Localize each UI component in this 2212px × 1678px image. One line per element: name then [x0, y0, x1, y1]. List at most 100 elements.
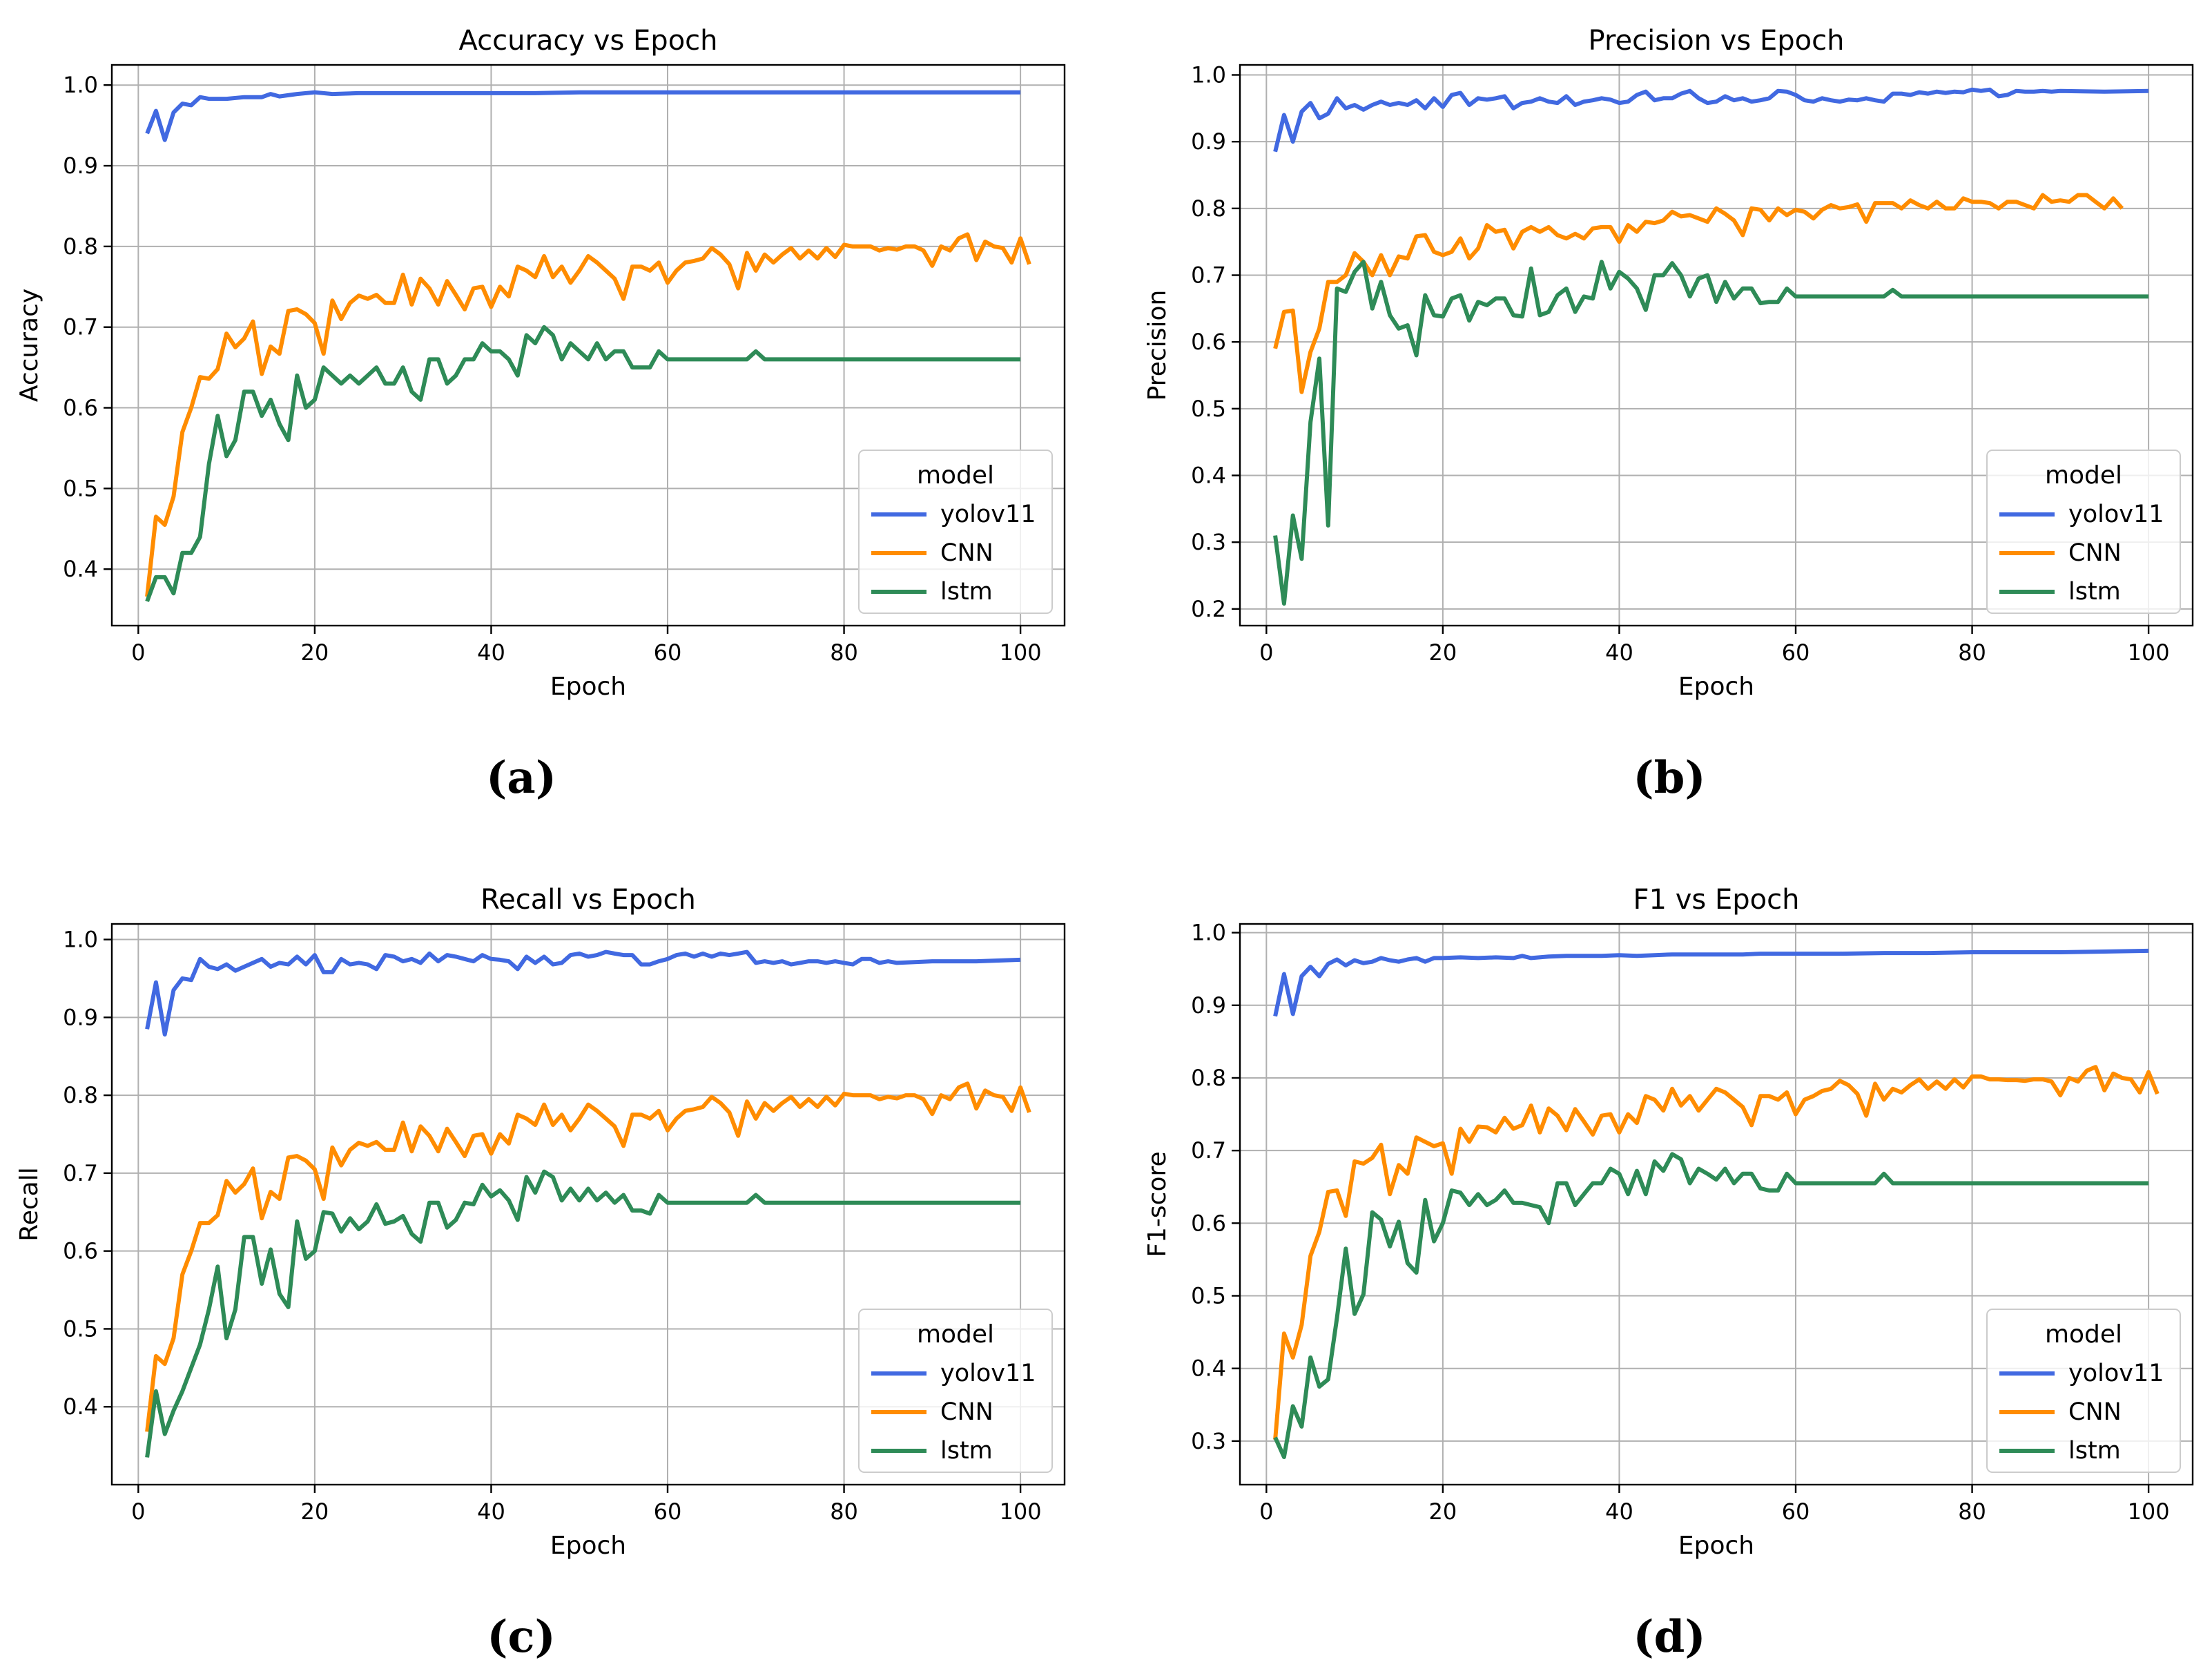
legend-label-cnn: CNN: [940, 539, 993, 567]
x-tick-label: 0: [1259, 1498, 1273, 1525]
x-tick-label: 80: [1958, 639, 1986, 666]
x-tick-label: 100: [2128, 1498, 2170, 1525]
x-tick-label: 60: [1782, 639, 1810, 666]
y-tick-label: 1.0: [63, 927, 98, 953]
x-tick-label: 100: [1000, 1498, 1042, 1525]
series-line-lstm: [1273, 1152, 2149, 1459]
y-tick-label: 1.0: [1191, 62, 1226, 88]
series-line-cnn: [1273, 193, 2124, 394]
legend-label-cnn: CNN: [2068, 539, 2122, 567]
x-tick-label: 0: [131, 639, 145, 666]
x-tick-label: 20: [1429, 639, 1457, 666]
y-axis-label: F1-score: [1143, 1151, 1172, 1257]
panel-caption: (b): [1633, 752, 1705, 804]
y-tick-label: 1.0: [1191, 920, 1226, 946]
x-tick-label: 40: [477, 1498, 505, 1525]
chart-title: Accuracy vs Epoch: [458, 25, 717, 57]
chart-title: Precision vs Epoch: [1589, 25, 1845, 57]
y-tick-label: 0.9: [63, 1004, 98, 1030]
x-tick-label: 0: [131, 1498, 145, 1525]
panel-caption: (c): [487, 1611, 556, 1663]
x-axis-label: Epoch: [550, 1532, 626, 1560]
x-tick-label: 40: [1605, 639, 1633, 666]
legend-box: [1986, 450, 2181, 614]
legend-label-lstm: lstm: [2068, 1437, 2121, 1465]
series-line-yolov11: [1273, 948, 2149, 1017]
x-tick-label: 100: [2128, 639, 2170, 666]
y-tick-label: 0.8: [63, 233, 98, 260]
y-tick-label: 0.3: [1191, 529, 1226, 555]
legend-label-yolov11: yolov11: [940, 501, 1036, 528]
legend-title: model: [2045, 461, 2122, 490]
chart-panel-2: 0 20 40 60 80 100 0.2 0.3 0.4 0.5 0.6 0.7 0.8 0.9 1.0 P…: [1143, 25, 2194, 804]
y-tick-label: 0.6: [1191, 329, 1226, 355]
series-line-yolov11: [1273, 87, 2149, 153]
series-line-lstm: [1273, 260, 2149, 606]
x-tick-label: 100: [1000, 639, 1042, 666]
y-tick-label: 0.7: [63, 1160, 98, 1186]
x-axis-label: Epoch: [1678, 1532, 1754, 1560]
x-tick-label: 60: [654, 639, 682, 666]
y-tick-label: 0.4: [63, 1393, 98, 1420]
x-tick-label: 20: [301, 1498, 329, 1525]
y-tick-label: 0.4: [1191, 1356, 1226, 1382]
y-tick-label: 1.0: [63, 72, 98, 98]
legend-label-yolov11: yolov11: [940, 1360, 1036, 1387]
y-tick-label: 0.9: [1191, 128, 1226, 155]
y-tick-label: 0.3: [1191, 1428, 1226, 1454]
y-tick-label: 0.7: [1191, 262, 1226, 289]
panel-caption: (d): [1633, 1611, 1705, 1663]
legend-box: [858, 1309, 1053, 1473]
series-line-cnn: [1273, 1065, 2160, 1440]
x-tick-label: 80: [830, 1498, 858, 1525]
legend-title: model: [2045, 1320, 2122, 1349]
x-tick-label: 40: [1605, 1498, 1633, 1525]
y-tick-label: 0.6: [63, 1238, 98, 1264]
y-axis-label: Precision: [1143, 290, 1172, 401]
panel-caption: (a): [486, 752, 556, 804]
y-tick-label: 0.4: [1191, 463, 1226, 489]
x-tick-label: 60: [654, 1498, 682, 1525]
legend-label-lstm: lstm: [940, 578, 993, 606]
x-tick-label: 20: [1429, 1498, 1457, 1525]
x-tick-label: 0: [1259, 639, 1273, 666]
legend-label-lstm: lstm: [2068, 578, 2121, 606]
plot-frame: [110, 64, 1066, 627]
legend-label-lstm: lstm: [940, 1437, 993, 1465]
plot-frame: [110, 923, 1066, 1486]
legend-box: [1986, 1309, 2181, 1473]
plot-frame: [1239, 64, 2194, 627]
y-tick-label: 0.6: [1191, 1210, 1226, 1236]
y-tick-label: 0.8: [63, 1082, 98, 1108]
y-tick-label: 0.8: [1191, 195, 1226, 222]
legend: model yolov11 CNN lstm: [858, 1309, 1053, 1473]
y-tick-label: 0.7: [1191, 1137, 1226, 1164]
y-tick-label: 0.5: [63, 1315, 98, 1342]
y-tick-label: 0.8: [1191, 1065, 1226, 1091]
chart-panel-3: 0 20 40 60 80 100 0.4 0.5 0.6 0.7 0.8 0.9 1.0 Recall …: [15, 884, 1066, 1663]
x-tick-label: 80: [830, 639, 858, 666]
y-tick-label: 0.5: [1191, 1283, 1226, 1309]
legend-label-yolov11: yolov11: [2068, 501, 2164, 528]
legend-title: model: [917, 1320, 994, 1349]
legend: model yolov11 CNN lstm: [1986, 450, 2181, 614]
chart-panel-1: 0 20 40 60 80 100 0.4 0.5 0.6 0.7 0.8 0.9 1.0 Accurac…: [15, 25, 1066, 804]
x-tick-label: 60: [1782, 1498, 1810, 1525]
y-tick-label: 0.2: [1191, 596, 1226, 622]
series-line-cnn: [145, 232, 1031, 597]
y-axis-label: Accuracy: [15, 289, 43, 402]
series-line-yolov11: [145, 949, 1021, 1037]
y-tick-label: 0.6: [63, 395, 98, 421]
x-axis-label: Epoch: [1678, 673, 1754, 701]
plot-frame: [1239, 923, 2194, 1486]
y-tick-label: 0.5: [63, 475, 98, 501]
y-tick-label: 0.7: [63, 314, 98, 340]
x-tick-label: 40: [477, 639, 505, 666]
x-tick-label: 80: [1958, 1498, 1986, 1525]
legend: model yolov11 CNN lstm: [1986, 1309, 2181, 1473]
chart-title: Recall vs Epoch: [481, 884, 696, 916]
series-line-yolov11: [145, 90, 1021, 142]
x-axis-label: Epoch: [550, 673, 626, 701]
legend-title: model: [917, 461, 994, 490]
